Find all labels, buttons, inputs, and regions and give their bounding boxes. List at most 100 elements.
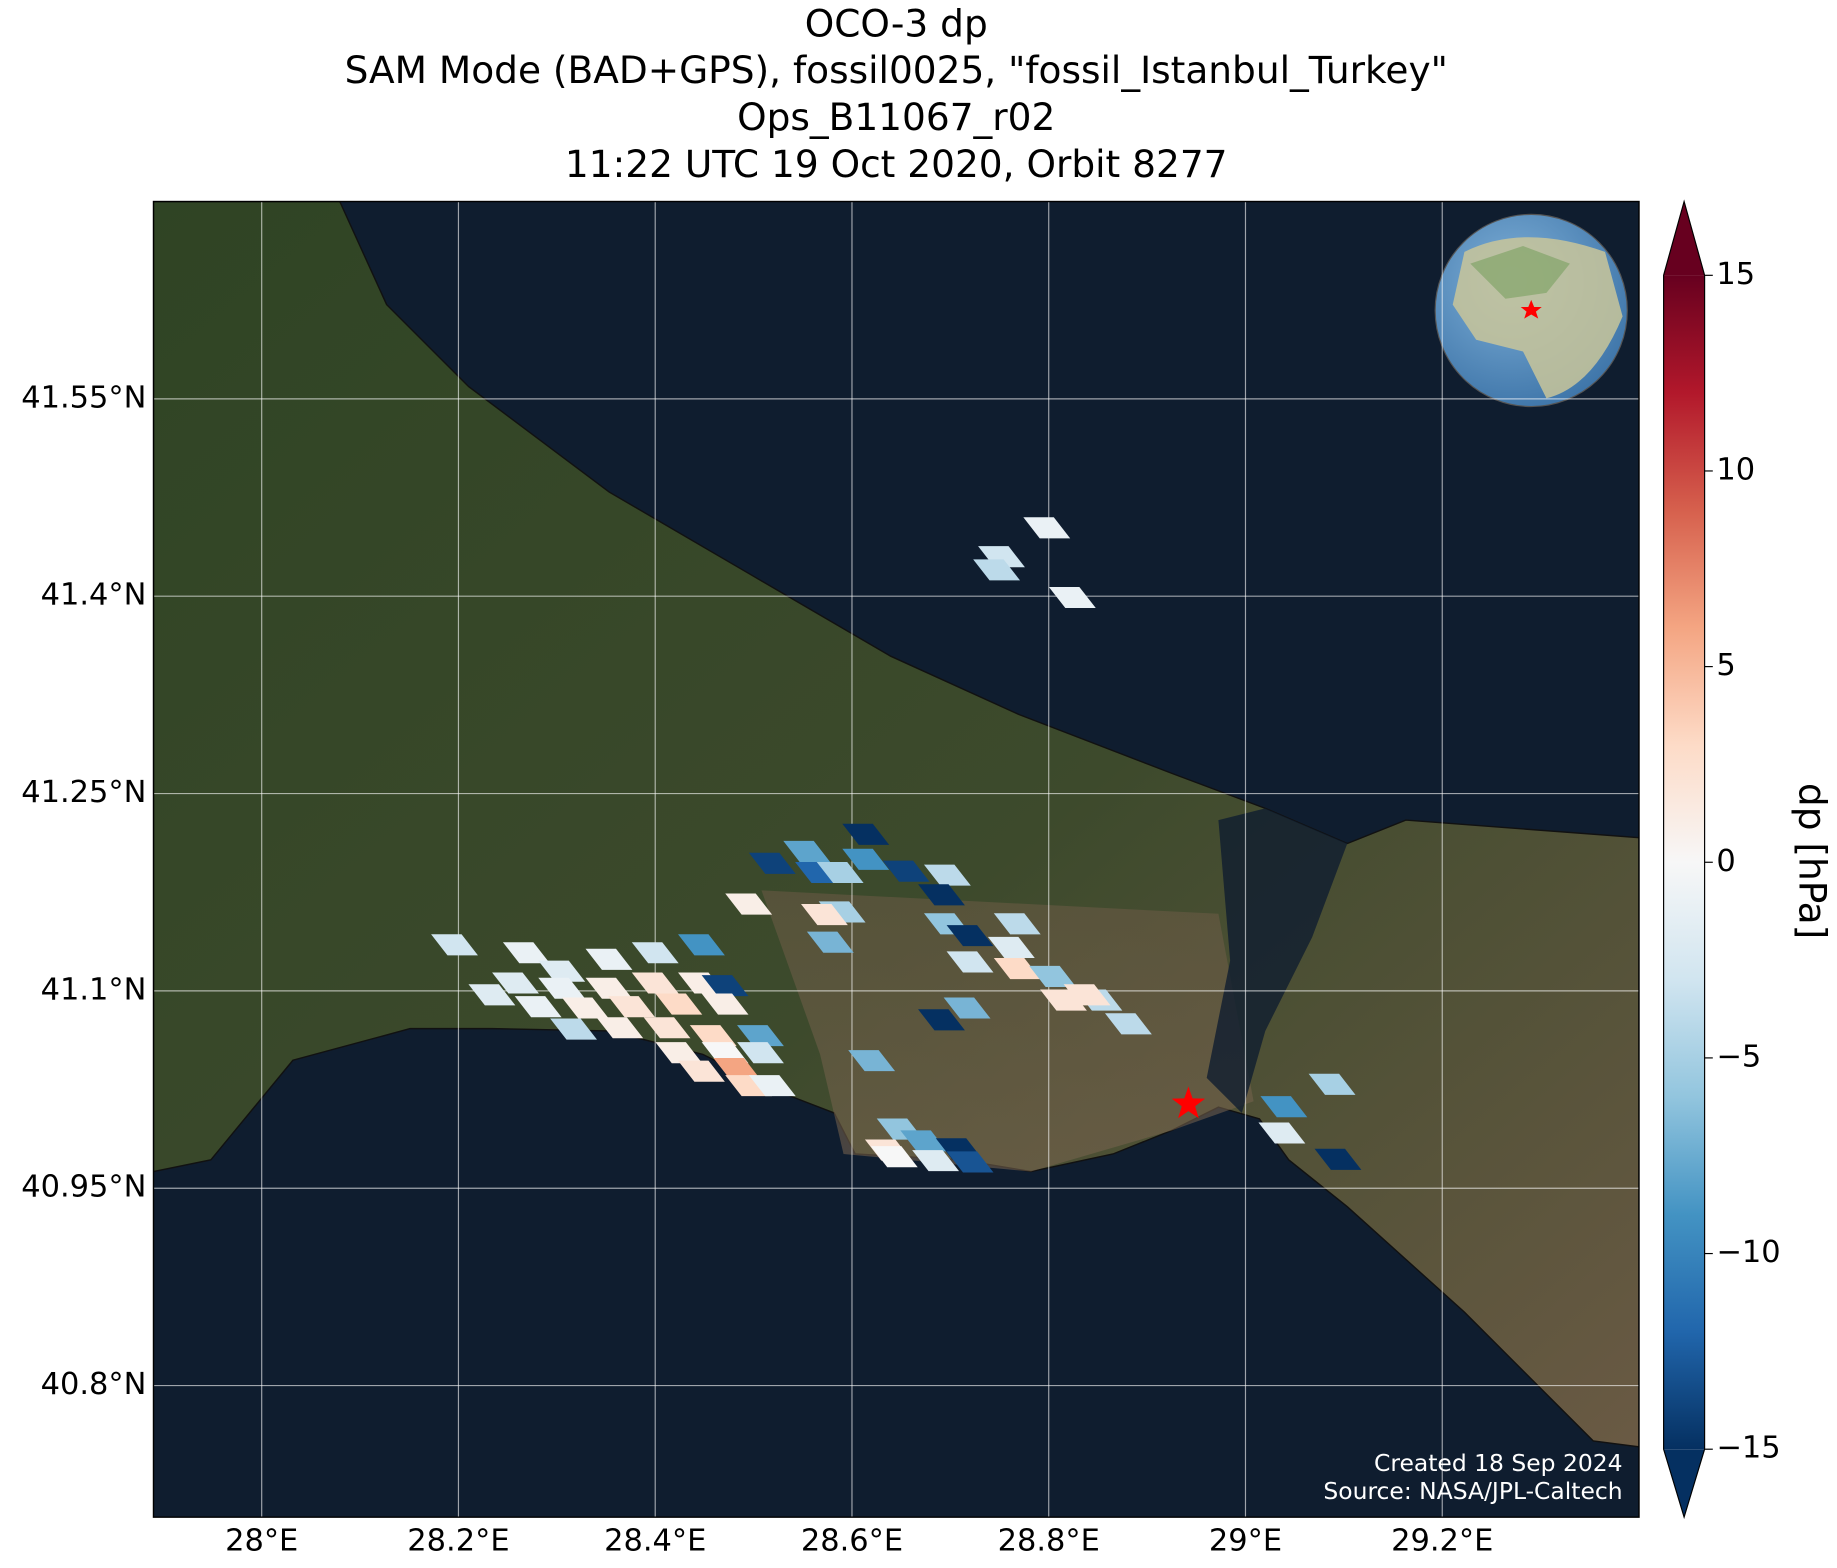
- sounding: [900, 1130, 948, 1152]
- sounding: [1048, 586, 1096, 609]
- chart-title: 11:22 UTC 19 Oct 2020, Orbit 8277: [565, 142, 1228, 186]
- sounding: [842, 823, 890, 845]
- sounding: [1260, 1096, 1308, 1118]
- x-tick-label: 29°E: [1209, 1523, 1282, 1558]
- sounding: [978, 546, 1025, 568]
- sounding: [737, 1025, 784, 1047]
- sounding: [993, 913, 1041, 935]
- sounding: [538, 977, 586, 999]
- sounding: [748, 852, 796, 874]
- x-tick-label: 28.6°E: [801, 1523, 903, 1558]
- sounding: [492, 972, 539, 994]
- inset-marker: [1520, 299, 1542, 319]
- sounding: [514, 996, 562, 1018]
- bosphorus: [1206, 808, 1348, 1113]
- sounding: [882, 860, 930, 882]
- target-marker: [1171, 1086, 1206, 1119]
- sounding: [631, 942, 679, 964]
- sounding: [737, 1042, 784, 1064]
- sounding: [538, 960, 586, 982]
- sounding: [1040, 989, 1087, 1011]
- sounding: [550, 1018, 597, 1040]
- sounding: [1104, 1013, 1152, 1035]
- sounding: [987, 936, 1035, 959]
- sounding: [713, 1057, 761, 1080]
- sounding: [1029, 965, 1077, 987]
- y-tick-label: 40.95°N: [21, 1170, 146, 1205]
- chart-title: Ops_B11067_r02: [737, 95, 1055, 139]
- x-tick-label: 29.2°E: [1391, 1523, 1493, 1558]
- sounding: [918, 884, 965, 906]
- sounding: [631, 972, 679, 994]
- x-tick-label: 28°E: [225, 1523, 298, 1558]
- sounding: [946, 951, 994, 973]
- sounding: [748, 1075, 796, 1097]
- sounding: [431, 934, 478, 956]
- annotation: Created 18 Sep 2024: [1374, 1449, 1623, 1477]
- colorbar-tick-label: 10: [1716, 452, 1755, 487]
- inset-europe: [1470, 246, 1570, 299]
- sounding: [502, 942, 550, 964]
- sounding: [1314, 1148, 1362, 1170]
- sounding: [816, 861, 864, 884]
- sounding: [585, 977, 633, 999]
- sounding: [870, 1146, 918, 1168]
- sounding: [1258, 1122, 1306, 1144]
- sounding: [923, 864, 971, 886]
- sounding: [993, 957, 1041, 980]
- sounding: [1308, 1073, 1356, 1095]
- urban-area: [761, 890, 1254, 1172]
- y-tick-label: 40.8°N: [41, 1367, 147, 1402]
- x-tick-label: 28.2°E: [407, 1523, 509, 1558]
- sounding: [806, 931, 854, 953]
- chart-title: OCO-3 dp: [805, 1, 988, 45]
- map-frame: [152, 200, 1640, 1518]
- sounding: [1063, 984, 1111, 1006]
- sounding: [848, 1050, 896, 1072]
- colorbar-tick-label: 0: [1716, 844, 1735, 879]
- sounding: [468, 984, 516, 1006]
- colorbar: [1663, 275, 1705, 1450]
- sounding: [561, 997, 609, 1019]
- sounding: [973, 559, 1021, 581]
- colorbar-extend-max: [1663, 201, 1705, 276]
- annotation: Source: NASA/JPL-Caltech: [1323, 1477, 1622, 1505]
- colorbar-tick-label: 15: [1716, 257, 1755, 292]
- sounding: [678, 934, 725, 956]
- sounding: [585, 948, 633, 970]
- y-tick-label: 41.1°N: [41, 972, 147, 1007]
- sounding: [918, 1009, 965, 1031]
- sounding: [912, 1150, 960, 1172]
- y-tick-label: 41.4°N: [41, 578, 147, 613]
- colorbar-tick-label: 5: [1716, 648, 1735, 683]
- sounding: [946, 925, 994, 947]
- chart-title: SAM Mode (BAD+GPS), fossil0025, "fossil_…: [345, 48, 1448, 92]
- colorbar-tick-label: −15: [1716, 1431, 1780, 1466]
- sounding: [783, 840, 831, 862]
- sounding: [643, 1017, 691, 1039]
- sounding: [725, 893, 773, 915]
- sounding: [1023, 517, 1071, 539]
- map: [153, 201, 1640, 1518]
- colorbar-extend-min: [1663, 1449, 1705, 1518]
- colorbar-tick-label: −5: [1716, 1039, 1761, 1074]
- sounding: [701, 975, 749, 997]
- sounding: [701, 993, 749, 1015]
- sounding: [689, 1025, 737, 1047]
- x-tick-label: 28.8°E: [998, 1523, 1100, 1558]
- sounding: [596, 1017, 644, 1039]
- colorbar-tick-label: −10: [1716, 1235, 1780, 1270]
- x-tick-label: 28.4°E: [604, 1523, 706, 1558]
- sounding: [655, 1042, 703, 1064]
- y-tick-label: 41.55°N: [21, 380, 146, 415]
- sounding: [946, 1151, 994, 1173]
- sounding: [655, 993, 703, 1015]
- y-tick-label: 41.25°N: [21, 775, 146, 810]
- sounding: [943, 997, 991, 1019]
- sounding: [608, 996, 656, 1018]
- colorbar-label: dp [hPa]: [1791, 783, 1835, 939]
- sounding: [800, 904, 848, 926]
- sounding: [842, 848, 890, 870]
- sounding: [725, 1075, 773, 1097]
